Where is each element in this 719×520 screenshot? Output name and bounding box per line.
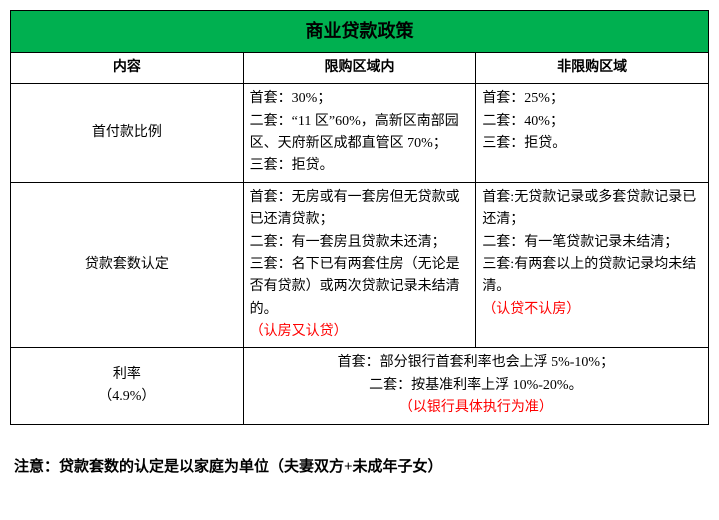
rate-merged-red: （以银行具体执行为准） [399,400,553,415]
loan-count-label: 贷款套数认定 [11,182,244,348]
row-loan-count: 贷款套数认定 首套：无房或有一套房但无贷款或已还清贷款；二套：有一套房且贷款未还… [11,182,709,348]
loan-policy-table: 商业贷款政策 内容 限购区域内 非限购区域 首付款比例 首套：30%；二套：“1… [10,10,709,425]
note-text: 注意：贷款套数的认定是以家庭为单位（夫妻双方+未成年子女） [10,455,709,476]
down-payment-unrestricted: 首套：25%；二套：40%；三套：拒贷。 [476,84,709,183]
loan-count-unrestricted-main: 首套:无贷款记录或多套贷款记录已还清；二套：有一笔贷款记录未结清；三套:有两套以… [482,190,696,295]
header-content: 内容 [11,52,244,83]
loan-count-restricted-main: 首套：无房或有一套房但无贷款或已还清贷款；二套：有一套房且贷款未还清；三套：名下… [250,190,460,317]
header-unrestricted: 非限购区域 [476,52,709,83]
loan-count-unrestricted: 首套:无贷款记录或多套贷款记录已还清；二套：有一笔贷款记录未结清；三套:有两套以… [476,182,709,348]
rate-merged-main: 首套：部分银行首套利率也会上浮 5%-10%；二套：按基准利率上浮 10%-20… [338,355,615,392]
loan-count-restricted-red: （认房又认贷） [250,324,348,339]
down-payment-restricted: 首套：30%；二套：“11 区”60%，高新区南部园区、天府新区成都直管区 70… [243,84,476,183]
loan-count-restricted: 首套：无房或有一套房但无贷款或已还清贷款；二套：有一套房且贷款未还清；三套：名下… [243,182,476,348]
row-down-payment: 首付款比例 首套：30%；二套：“11 区”60%，高新区南部园区、天府新区成都… [11,84,709,183]
rate-label: 利率（4.9%） [11,348,244,424]
loan-count-unrestricted-red: （认贷不认房） [482,302,580,317]
table-title: 商业贷款政策 [11,11,709,53]
down-payment-label: 首付款比例 [11,84,244,183]
header-restricted: 限购区域内 [243,52,476,83]
row-rate: 利率（4.9%） 首套：部分银行首套利率也会上浮 5%-10%；二套：按基准利率… [11,348,709,424]
rate-merged: 首套：部分银行首套利率也会上浮 5%-10%；二套：按基准利率上浮 10%-20… [243,348,708,424]
